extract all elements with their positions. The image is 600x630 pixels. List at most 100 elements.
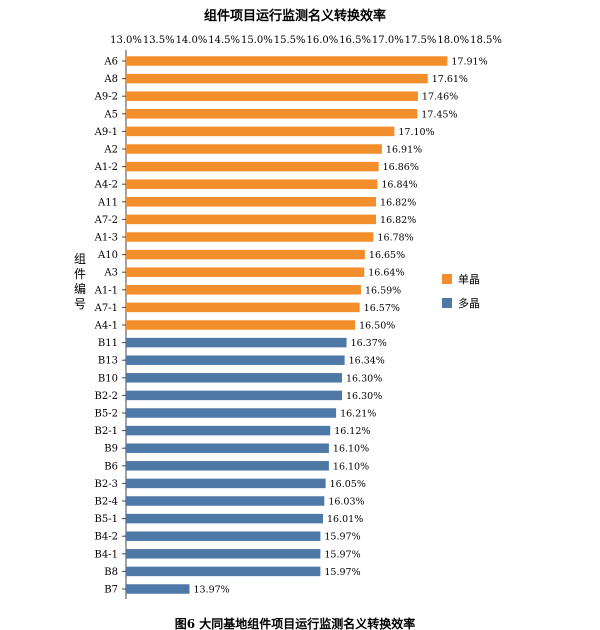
bar-poly	[126, 461, 329, 471]
value-label: 16.84%	[381, 180, 417, 191]
x-tick-label: 15.0%	[241, 35, 273, 46]
category-label: B8	[104, 567, 118, 578]
x-tick-label: 14.5%	[208, 35, 240, 46]
bar-mono	[126, 161, 379, 172]
bar-mono	[126, 91, 418, 101]
category-label: A4-1	[94, 321, 118, 332]
x-tick-label: 14.0%	[176, 35, 208, 46]
value-label: 16.03%	[328, 497, 364, 508]
category-label: B5-2	[95, 409, 118, 420]
legend-swatch	[442, 298, 452, 308]
value-label: 16.65%	[369, 250, 405, 261]
bar-mono	[126, 109, 418, 119]
value-label: 16.10%	[333, 444, 369, 455]
x-tick-label: 16.0%	[306, 35, 338, 46]
category-label: B10	[98, 373, 118, 384]
category-label: B13	[98, 356, 118, 367]
bar-poly	[126, 355, 345, 365]
value-label: 16.01%	[327, 514, 363, 525]
bar-poly	[126, 373, 342, 383]
bar-mono	[126, 144, 382, 154]
value-label: 17.61%	[432, 74, 468, 85]
x-tick-label: 17.5%	[405, 35, 437, 46]
category-label: A3	[103, 268, 118, 279]
x-tick-label: 18.5%	[470, 35, 502, 46]
x-axis-ticks: 13.0% 13.5% 14.0% 14.5% 15.0% 15.5% 16.0% 16.5%…	[110, 35, 502, 46]
value-label: 15.97%	[324, 567, 360, 578]
value-label: 16.78%	[377, 233, 413, 244]
value-label: 17.46%	[422, 92, 458, 103]
category-label: A6	[103, 57, 118, 68]
value-label: 16.57%	[364, 303, 400, 314]
category-label: A11	[97, 197, 118, 208]
value-label: 16.30%	[346, 391, 382, 402]
bar-poly	[126, 337, 347, 348]
bar-mono	[126, 320, 356, 330]
category-label: A8	[103, 74, 118, 85]
value-label: 17.10%	[398, 127, 434, 138]
value-label: 16.37%	[351, 338, 387, 349]
value-label: 16.86%	[383, 162, 419, 173]
bar-poly	[126, 531, 321, 541]
value-label: 16.34%	[349, 356, 385, 367]
category-label: B2-1	[95, 426, 118, 437]
category-label: A2	[103, 145, 118, 156]
x-tick-label: 13.5%	[143, 35, 175, 46]
bar-poly	[126, 443, 329, 453]
bar-mono	[126, 232, 374, 242]
bar-poly	[126, 425, 331, 436]
legend-label: 多晶	[458, 296, 480, 310]
category-label: B4-2	[95, 532, 118, 543]
category-label: A1-1	[94, 285, 118, 296]
bar-poly	[126, 478, 326, 489]
category-label: A1-2	[94, 162, 118, 173]
value-label: 16.10%	[333, 461, 369, 472]
x-tick-label: 13.0%	[110, 35, 142, 46]
category-label: A5	[103, 109, 118, 120]
bar-mono	[126, 267, 365, 277]
category-label: B5-1	[95, 514, 118, 525]
value-label: 13.97%	[193, 585, 229, 596]
bar-mono	[126, 197, 377, 207]
bar-poly	[126, 549, 321, 559]
value-label: 16.12%	[334, 426, 370, 437]
category-label: A9-2	[94, 92, 118, 103]
legend-label: 单晶	[458, 273, 480, 286]
category-label: A7-1	[94, 303, 118, 314]
value-label: 17.45%	[421, 109, 457, 120]
category-label: B2-4	[95, 497, 118, 508]
category-label: A9-1	[94, 127, 118, 138]
bar-mono	[126, 249, 365, 260]
bar-poly	[126, 566, 321, 577]
category-label: A7-2	[94, 215, 118, 226]
value-label: 16.21%	[340, 409, 376, 420]
y-axis-label-char: 组	[74, 252, 86, 266]
y-axis-label-char: 件	[74, 267, 86, 281]
category-label: B4-1	[95, 549, 118, 560]
bar-mono	[126, 179, 378, 189]
bar-mono	[126, 285, 361, 295]
x-tick-label: 15.5%	[274, 35, 306, 46]
bar-poly	[126, 584, 190, 594]
category-label: A10	[97, 250, 118, 261]
value-label: 15.97%	[324, 532, 360, 543]
value-label: 16.50%	[359, 321, 395, 332]
value-label: 17.91%	[451, 57, 487, 68]
figure-caption: 图6 大同基地组件项目运行监测名义转换效率	[175, 616, 416, 630]
category-label: B9	[104, 444, 118, 455]
value-label: 16.05%	[330, 479, 366, 490]
value-label: 16.82%	[380, 197, 416, 208]
bar-poly	[126, 496, 325, 506]
value-label: 16.82%	[380, 215, 416, 226]
value-label: 16.91%	[386, 145, 422, 156]
bar-mono	[126, 73, 428, 84]
value-label: 16.59%	[365, 285, 401, 296]
legend-swatch	[442, 274, 452, 284]
bars: A6 17.91% A8 17.61% A9-2 17.46% A5 17.45% A9-1 17…	[94, 56, 488, 596]
x-tick-label: 16.5%	[339, 35, 371, 46]
category-label: B2-2	[95, 391, 118, 402]
